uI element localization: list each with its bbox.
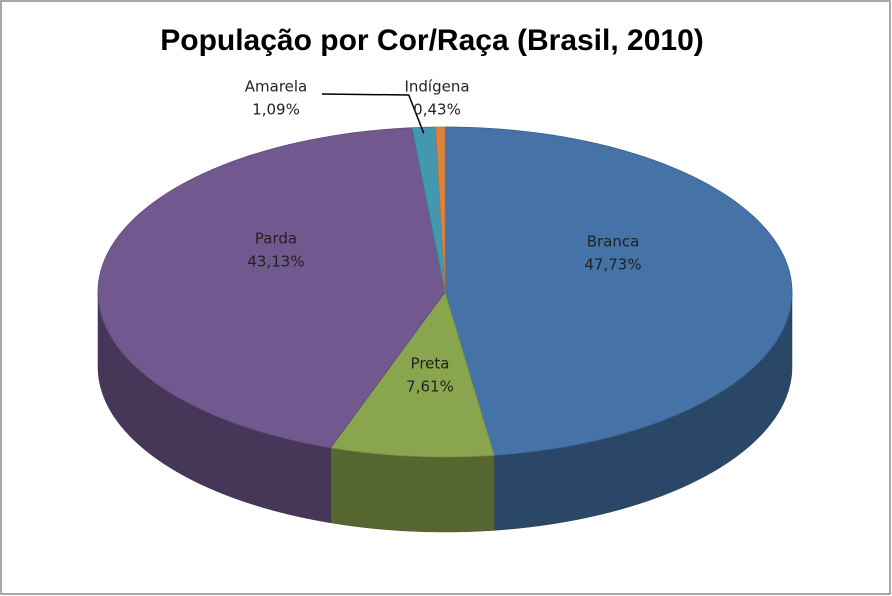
slice-category-label: Preta (411, 355, 450, 373)
slice-category-label: Indígena (404, 78, 469, 96)
pie-sides (97, 291, 793, 533)
pie-slice (97, 127, 446, 449)
slice-value-label: 47,73% (584, 256, 641, 274)
pie-side (330, 447, 495, 533)
leader-line (321, 93, 425, 134)
pie-slice (435, 126, 446, 293)
slice-value-label: 7,61% (406, 378, 454, 396)
slice-category-label: Parda (255, 230, 297, 248)
pie-tops (97, 126, 793, 458)
pie-slice (444, 126, 793, 456)
slice-value-label: 1,09% (252, 101, 300, 119)
slice-value-label: 43,13% (247, 253, 304, 271)
slice-value-label: 0,43% (413, 101, 461, 119)
labels: Branca 47,73% Preta 7,61% Parda 43,13% Amarela… (245, 78, 642, 396)
slice-category-label: Amarela (245, 78, 308, 96)
pie-slice (329, 291, 495, 458)
slice-category-label: Branca (587, 233, 640, 251)
chart-title: População por Cor/Raça (Brasil, 2010) (160, 24, 704, 57)
